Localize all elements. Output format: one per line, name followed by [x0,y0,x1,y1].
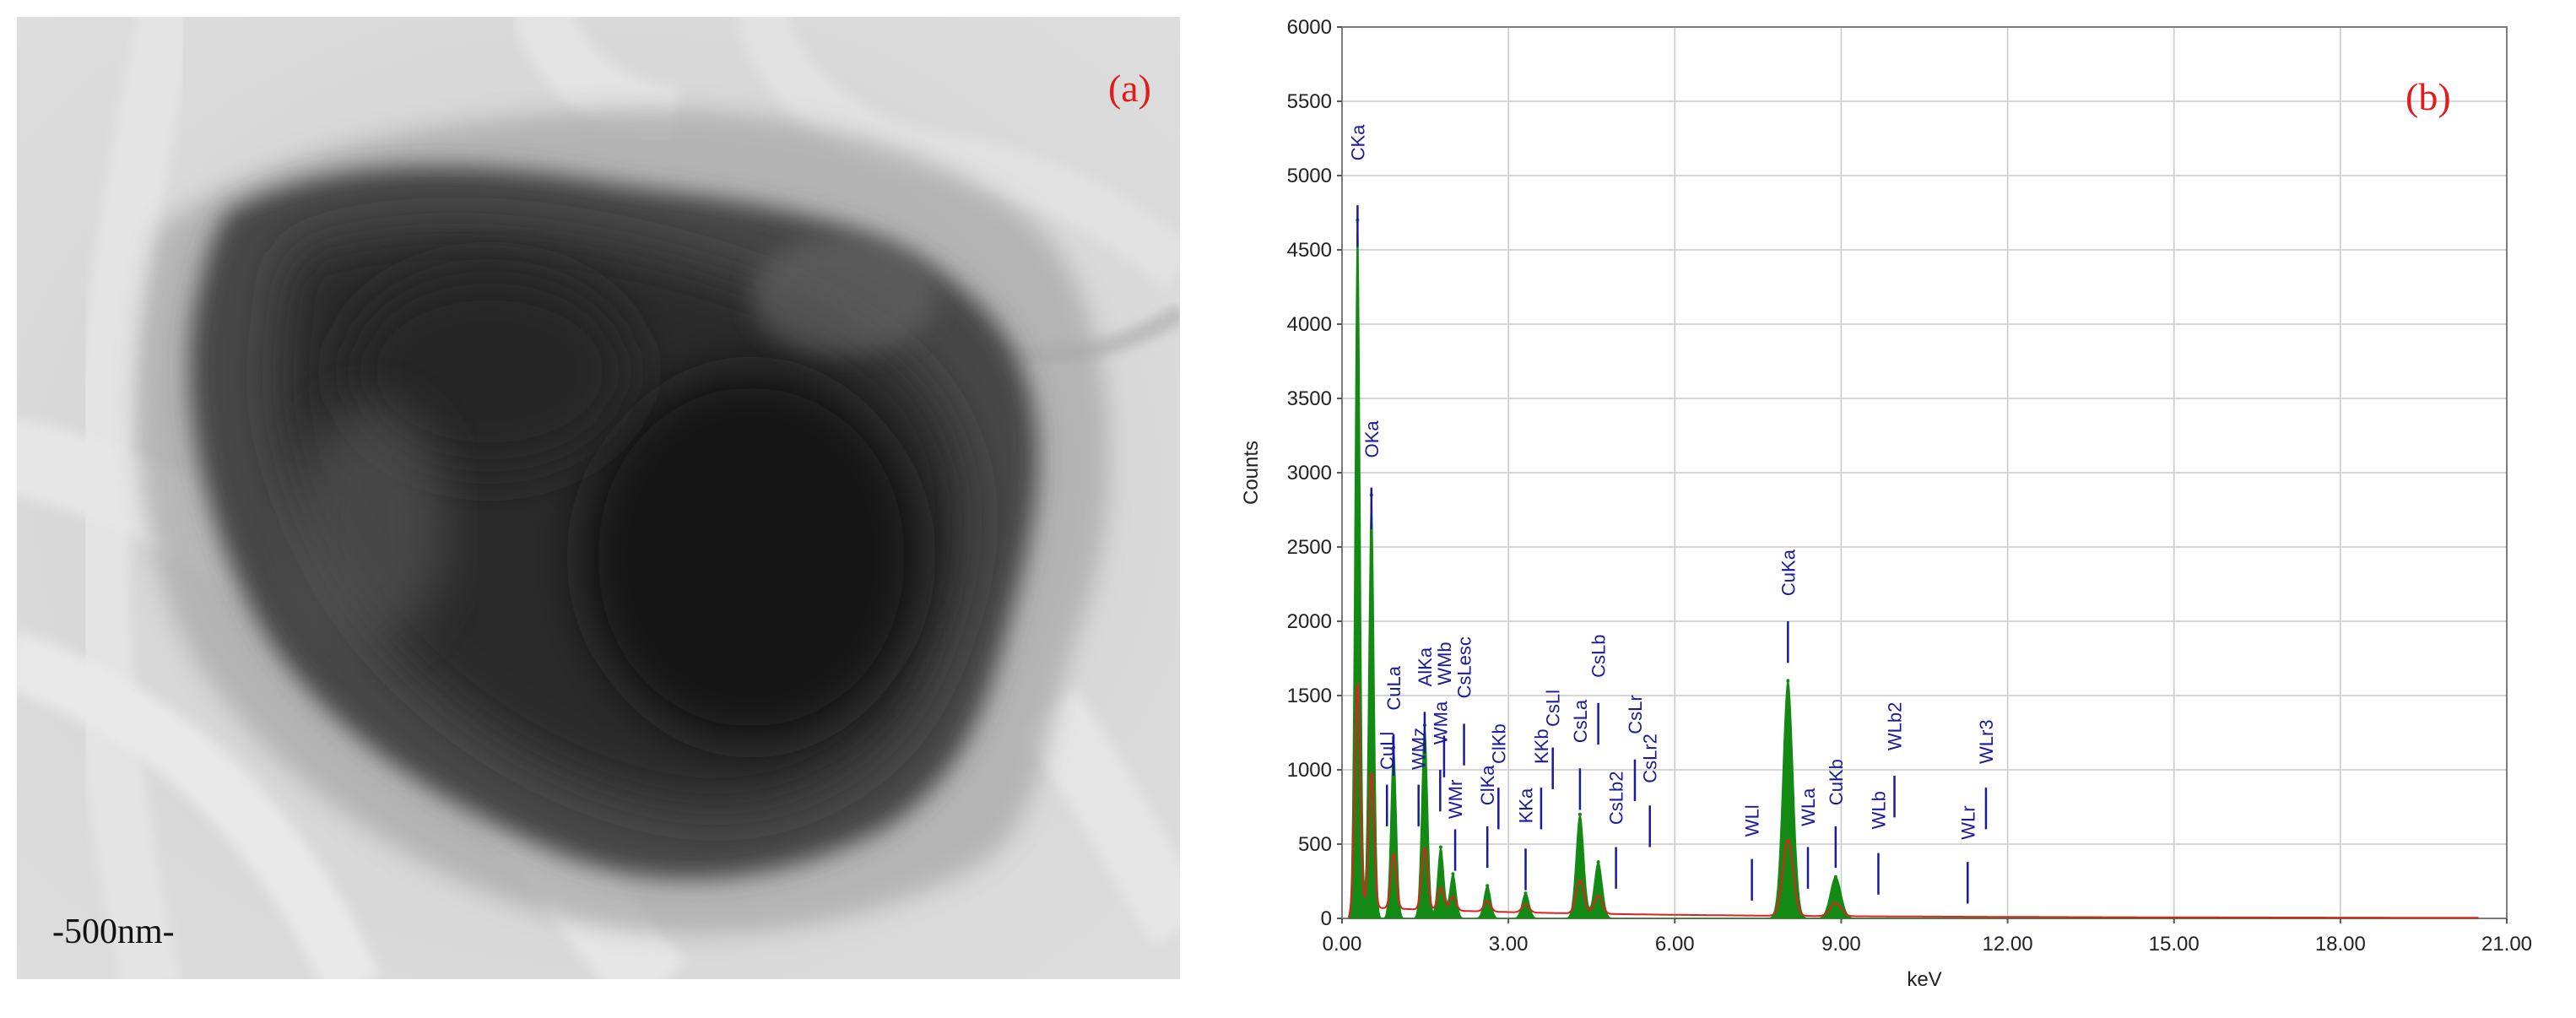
x-axis-label: keV [1907,968,1941,991]
marker-label: CsLr2 [1640,734,1661,783]
marker-KKa: KKa [1516,788,1537,891]
x-tick-label: 9.00 [1821,933,1861,956]
marker-label: CKa [1347,124,1368,161]
tem-micrograph [17,17,1180,979]
peak-CsLb [1596,860,1600,864]
tem-image-panel: (a) -500nm- [17,17,1180,979]
y-tick-labels: 0 500 1000 1500 2000 2500 3000 3500 4000 4500 5000… [1287,16,1342,930]
marker-label: WLr3 [1976,719,1997,764]
marker-CsLr: CsLr [1625,695,1646,801]
marker-KKb: KKb [1531,728,1552,830]
panel-b-label: (b) [2406,75,2451,118]
y-tick-label: 1500 [1287,685,1332,707]
marker-OKa: OKa [1361,420,1383,529]
marker-label: KKa [1516,788,1537,823]
peak-CsLa [1578,812,1582,816]
measured-spectrum-line [1347,683,2479,919]
marker-CuKb: CuKb [1826,759,1847,869]
x-tick-label: 18.00 [2315,933,2366,956]
marker-ClKa: ClKa [1477,765,1498,869]
marker-label: WMr [1445,780,1466,819]
marker-label: WMz [1409,728,1430,770]
marker-label: CsLr [1625,695,1646,734]
peak-ClKa [1486,884,1490,888]
marker-CsLl: CsLl [1543,690,1564,789]
marker-WLl: WLl [1742,804,1763,901]
marker-label: ClKb [1488,723,1509,764]
scale-bar-label: -500nm- [52,912,175,951]
marker-label: CsLl [1543,690,1564,727]
spectrum-series [1347,218,2479,919]
marker-WLa: WLa [1798,788,1819,889]
marker-WLb2: WLb2 [1885,702,1906,818]
marker-label: WLb2 [1885,702,1906,750]
marker-label: OKa [1361,420,1383,458]
marker-WMz: WMz [1409,728,1430,826]
x-tick-label: 6.00 [1655,933,1695,956]
marker-ClKb: ClKb [1488,723,1509,830]
peak-CuKb [1833,875,1837,879]
x-tick-label: 15.00 [2149,933,2200,956]
marker-WLr: WLr [1957,805,1978,904]
marker-label: WLb [1869,791,1890,829]
marker-CsLa: CsLa [1570,699,1591,810]
marker-label: KKb [1531,728,1552,764]
marker-WMr: WMr [1445,780,1466,871]
marker-label: WLr [1957,805,1978,839]
y-tick-label: 5500 [1287,90,1332,113]
y-tick-label: 0 [1321,907,1332,930]
peak-CuKa [1786,679,1790,683]
marker-CsLb2: CsLb2 [1606,772,1627,889]
peak-CsLesc [1451,872,1455,876]
marker-label: CuKb [1826,759,1847,805]
marker-WLb: WLb [1869,791,1890,895]
y-tick-label: 3500 [1287,387,1332,410]
marker-label: AlKa [1415,647,1436,686]
y-tick-label: 6000 [1287,16,1332,39]
y-tick-label: 4000 [1287,313,1332,336]
marker-label: CsLa [1570,699,1591,743]
marker-label: CsLb [1588,635,1610,678]
y-tick-label: 500 [1298,833,1332,856]
eds-spectrum-panel: CKa OKa CuLl CuLa WMz AlKa WMa WMb WMr CsLesc ClKa… [1215,0,2576,1018]
marker-label: CuLa [1383,665,1404,710]
peak-WMa [1438,845,1442,849]
marker-WMa: WMa [1430,701,1451,812]
marker-WMb: WMb [1434,642,1455,777]
x-tick-label: 0.00 [1323,933,1362,956]
marker-label: CsLesc [1454,636,1475,698]
marker-CsLr2: CsLr2 [1640,734,1661,847]
y-tick-label: 3000 [1287,462,1332,485]
y-tick-label: 1000 [1287,759,1332,782]
marker-label: WLa [1798,788,1819,826]
y-axis-label: Counts [1240,441,1263,505]
marker-WLr3: WLr3 [1976,719,1997,830]
y-tick-label: 4500 [1287,239,1332,262]
x-tick-labels: 0.00 3.00 6.00 9.00 12.00 15.00 18.00 21.00 [1323,918,2532,956]
y-tick-label: 5000 [1287,165,1332,187]
marker-CsLesc: CsLesc [1454,636,1475,766]
marker-CsLb: CsLb [1588,635,1610,745]
marker-label: ClKa [1477,765,1498,805]
panel-a-label: (a) [1107,67,1151,110]
chart-grid [1341,26,2508,919]
marker-label: CsLb2 [1606,772,1627,826]
marker-label: CuKa [1778,549,1799,596]
y-tick-label: 2500 [1287,536,1332,559]
x-tick-label: 12.00 [1983,933,2033,956]
marker-CuKa: CuKa [1778,549,1799,663]
marker-label: CuLl [1377,732,1398,770]
marker-label: WLl [1742,804,1763,837]
x-tick-label: 3.00 [1489,933,1529,956]
marker-label: WMb [1434,642,1455,685]
peak-KKa [1523,891,1528,896]
marker-CuLa: CuLa [1383,665,1404,777]
marker-label: WMa [1430,701,1451,745]
x-tick-label: 21.00 [2481,933,2532,956]
marker-CKa: CKa [1347,124,1368,247]
marker-AlKa: AlKa [1415,647,1436,754]
y-tick-label: 2000 [1287,610,1332,633]
